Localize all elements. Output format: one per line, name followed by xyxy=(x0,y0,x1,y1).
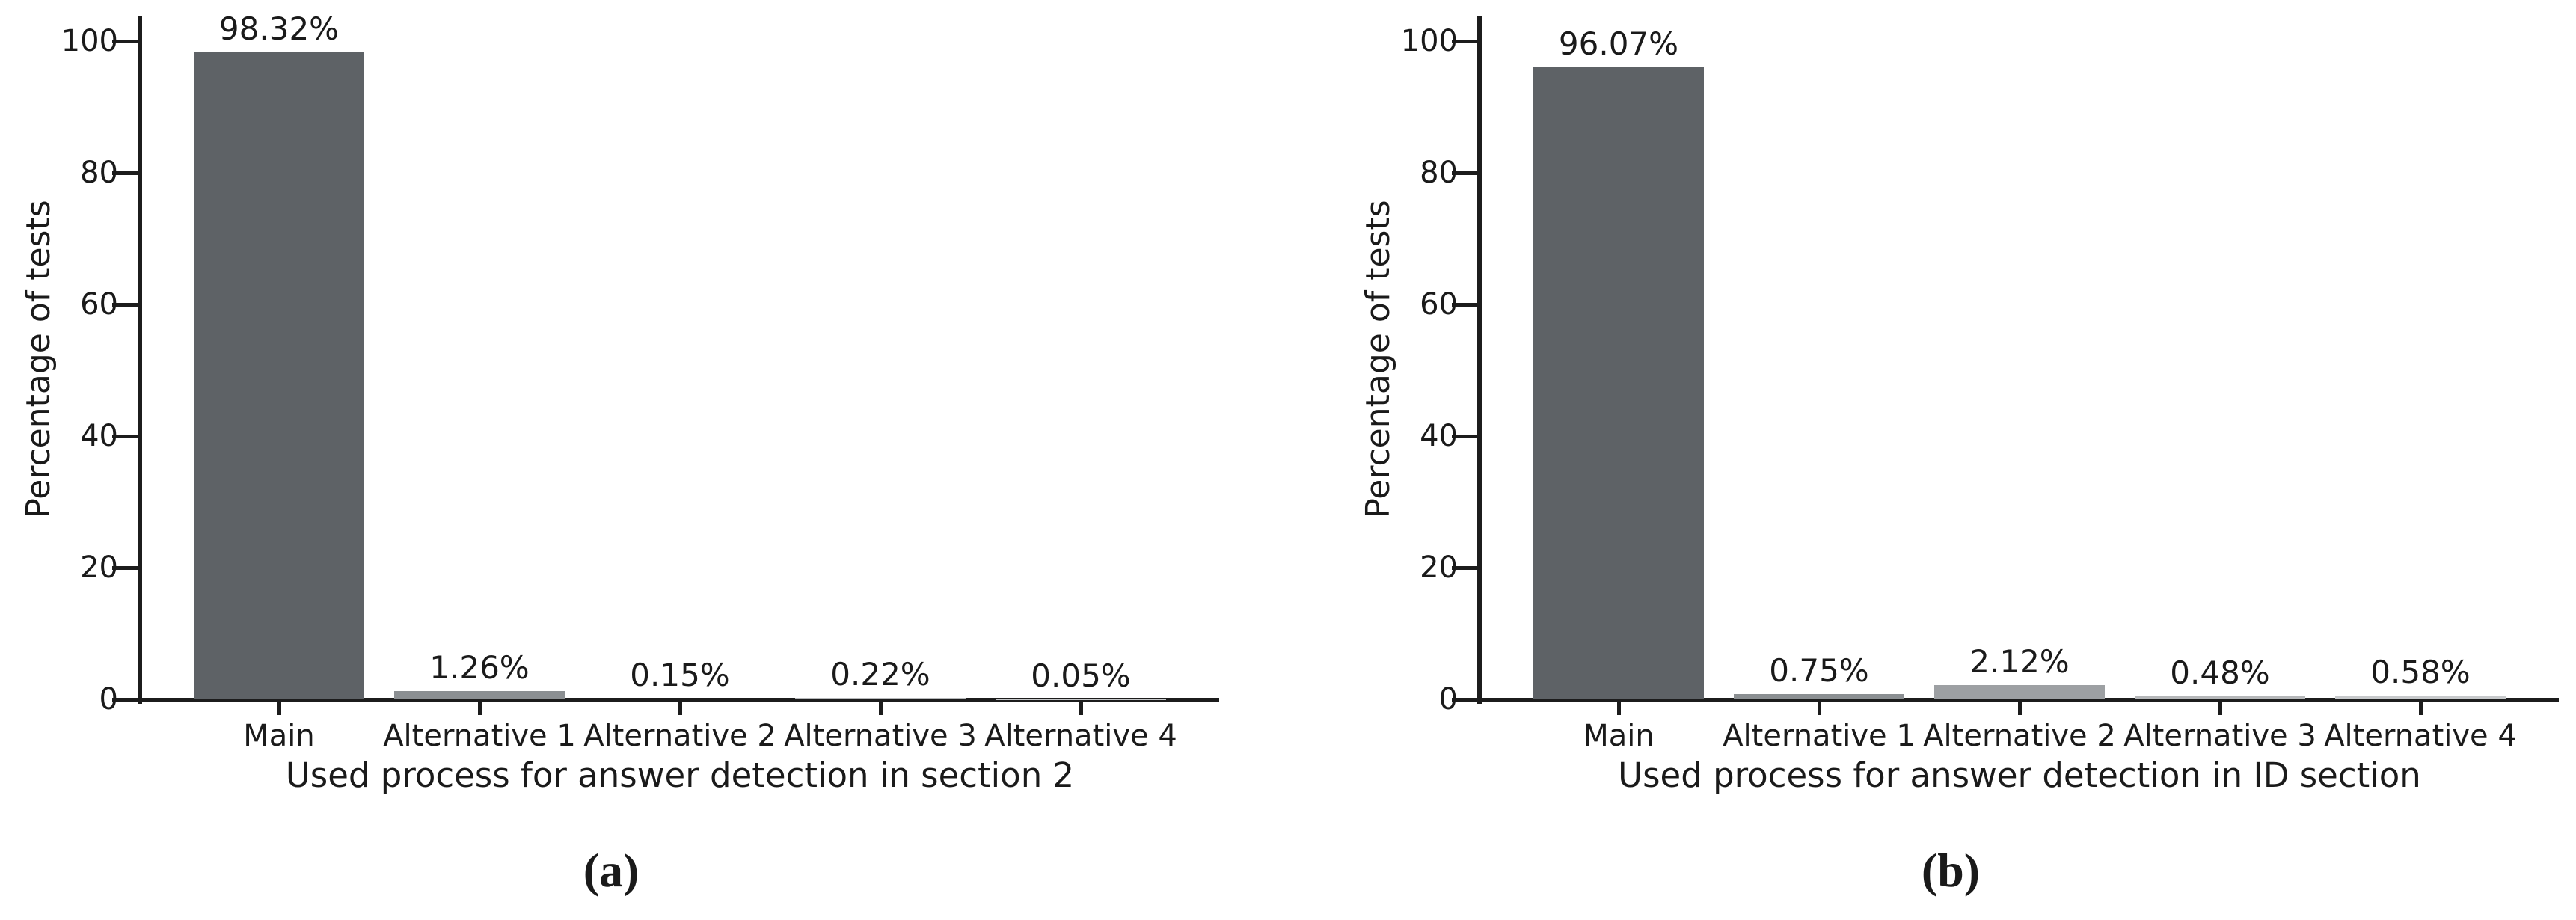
y-tick-label: 60 xyxy=(1420,287,1458,322)
y-tick-label: 80 xyxy=(80,156,118,190)
y-tick-mark xyxy=(112,435,138,438)
y-tick-mark xyxy=(112,303,138,307)
x-tick-mark xyxy=(879,702,883,715)
x-tick-label: Main xyxy=(243,719,315,753)
y-tick-label: 0 xyxy=(99,682,118,717)
x-tick-mark xyxy=(2218,702,2222,715)
x-tick-mark xyxy=(678,702,682,715)
x-tick-mark xyxy=(1079,702,1083,715)
bar xyxy=(795,698,966,699)
y-tick-mark xyxy=(112,698,138,702)
chart-b: Percentage of tests Used process for ans… xyxy=(1340,0,2576,920)
bar xyxy=(194,52,364,699)
x-tick-label: Alternative 4 xyxy=(984,719,1177,753)
y-tick-mark xyxy=(112,40,138,43)
subplot-caption: (b) xyxy=(1921,844,1981,897)
y-axis-label: Percentage of tests xyxy=(19,200,58,518)
x-tick-mark xyxy=(2018,702,2022,715)
bar-value-label: 96.07% xyxy=(1558,25,1679,62)
y-tick-mark xyxy=(112,171,138,175)
y-tick-label: 80 xyxy=(1420,156,1458,190)
y-tick-mark xyxy=(1452,171,1477,175)
bar xyxy=(2335,695,2506,699)
x-tick-mark xyxy=(2419,702,2423,715)
x-tick-label: Alternative 4 xyxy=(2324,719,2517,753)
bar xyxy=(1934,685,2105,699)
y-tick-label: 40 xyxy=(80,419,118,453)
x-tick-label: Alternative 2 xyxy=(583,719,776,753)
y-tick-mark xyxy=(112,566,138,570)
x-tick-label: Alternative 1 xyxy=(1723,719,1916,753)
bar-value-label: 0.48% xyxy=(2170,654,2270,691)
bar xyxy=(394,690,565,699)
y-tick-label: 60 xyxy=(80,287,118,322)
y-axis-spine xyxy=(138,16,142,704)
x-tick-label: Alternative 3 xyxy=(784,719,977,753)
y-axis-spine xyxy=(1477,16,1482,704)
bar-value-label: 98.32% xyxy=(218,10,340,47)
y-tick-label: 100 xyxy=(1400,24,1458,58)
y-tick-mark xyxy=(1452,40,1477,43)
x-tick-mark xyxy=(1818,702,1821,715)
y-tick-mark xyxy=(1452,303,1477,307)
chart-a: Percentage of tests Used process for ans… xyxy=(0,0,1272,920)
x-axis-spine xyxy=(138,698,1219,702)
subplot-caption: (a) xyxy=(583,844,640,897)
bar-value-label: 0.15% xyxy=(630,656,730,693)
x-tick-label: Alternative 3 xyxy=(2123,719,2316,753)
y-tick-label: 0 xyxy=(1438,682,1458,717)
x-tick-label: Alternative 1 xyxy=(383,719,576,753)
x-tick-mark xyxy=(1617,702,1621,715)
x-tick-label: Alternative 2 xyxy=(1923,719,2116,753)
bar-value-label: 2.12% xyxy=(1969,643,2070,681)
x-axis-spine xyxy=(1477,698,2559,702)
y-tick-mark xyxy=(1452,566,1477,570)
x-tick-mark xyxy=(478,702,482,715)
bar-value-label: 0.05% xyxy=(1031,657,1131,694)
bar-value-label: 0.58% xyxy=(2370,653,2471,690)
y-tick-mark xyxy=(1452,698,1477,702)
bar-value-label: 0.22% xyxy=(830,656,930,693)
y-axis-label: Percentage of tests xyxy=(1359,200,1397,518)
x-axis-title: Used process for answer detection in sec… xyxy=(285,755,1075,795)
y-tick-label: 40 xyxy=(1420,419,1458,453)
bar-value-label: 0.75% xyxy=(1769,652,1869,690)
x-tick-mark xyxy=(277,702,281,715)
bar-value-label: 1.26% xyxy=(429,648,530,686)
bar xyxy=(1533,67,1704,699)
y-tick-label: 20 xyxy=(1420,551,1458,585)
x-axis-title: Used process for answer detection in ID … xyxy=(1618,755,2421,795)
y-tick-label: 100 xyxy=(61,24,118,58)
bar xyxy=(1734,694,1904,699)
bar xyxy=(2135,696,2305,699)
y-tick-mark xyxy=(1452,435,1477,438)
y-tick-label: 20 xyxy=(80,551,118,585)
x-tick-label: Main xyxy=(1583,719,1655,753)
